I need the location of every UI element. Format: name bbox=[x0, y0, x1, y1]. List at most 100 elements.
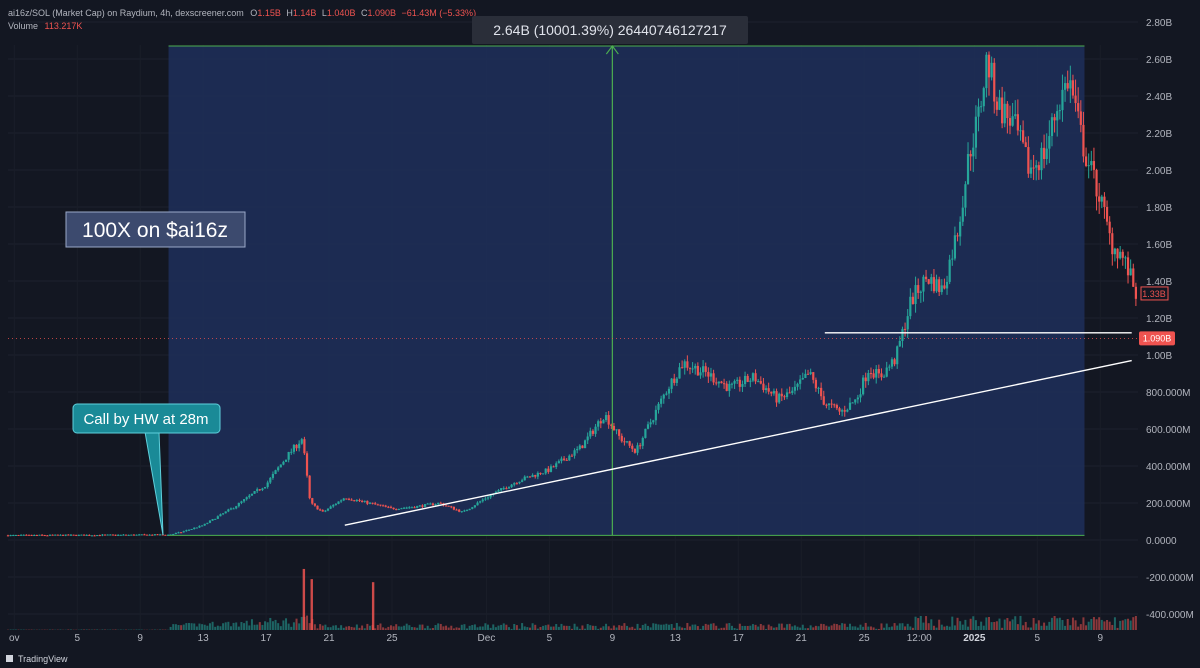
candle-body bbox=[208, 520, 212, 523]
volume-bar bbox=[502, 623, 505, 630]
x-tick-label: 12:00 bbox=[907, 633, 932, 644]
candle-body bbox=[993, 62, 996, 102]
candle-body bbox=[1121, 251, 1124, 258]
volume-bar bbox=[382, 627, 385, 630]
volume-value: 113.217K bbox=[45, 21, 83, 31]
candle bbox=[720, 380, 723, 384]
volume-bar bbox=[1061, 620, 1064, 630]
candle-body bbox=[657, 403, 660, 410]
candle bbox=[471, 506, 474, 510]
volume-bar bbox=[198, 623, 201, 630]
candle-body bbox=[85, 534, 88, 536]
candle bbox=[497, 489, 500, 492]
candle bbox=[573, 448, 576, 459]
volume-label: Volume bbox=[8, 21, 38, 31]
volume-bar bbox=[765, 628, 768, 630]
candle-body bbox=[709, 373, 713, 377]
candle-body bbox=[232, 508, 235, 510]
candle-body bbox=[644, 428, 647, 438]
candle-body bbox=[1111, 233, 1114, 255]
candle-body bbox=[851, 402, 854, 404]
volume-bar bbox=[274, 619, 277, 630]
candle bbox=[919, 290, 922, 303]
volume-bar bbox=[227, 621, 230, 630]
candle-body bbox=[14, 534, 17, 536]
volume-bar bbox=[1092, 617, 1095, 630]
candle-body bbox=[796, 383, 799, 387]
volume-bar bbox=[720, 627, 723, 630]
candle-body bbox=[324, 510, 327, 512]
candle bbox=[977, 98, 980, 132]
volume-bar bbox=[455, 627, 458, 630]
candle bbox=[691, 362, 694, 373]
volume-bar bbox=[578, 628, 581, 630]
volume-bar bbox=[1071, 617, 1074, 630]
candle bbox=[618, 429, 621, 440]
candle bbox=[896, 345, 899, 369]
candle bbox=[599, 417, 602, 429]
measure-range-box[interactable] bbox=[168, 46, 1085, 536]
candle-body bbox=[193, 527, 196, 529]
candle-body bbox=[1045, 148, 1048, 159]
volume-bar bbox=[332, 625, 335, 630]
volume-bar bbox=[340, 625, 343, 630]
candle bbox=[594, 423, 597, 437]
candle bbox=[980, 100, 983, 113]
candle bbox=[61, 534, 65, 536]
candle bbox=[190, 528, 193, 530]
volume-bar bbox=[479, 626, 482, 630]
candle-body bbox=[670, 378, 673, 389]
candle-body bbox=[439, 502, 442, 504]
candle-body bbox=[214, 518, 217, 520]
volume-bar bbox=[715, 625, 718, 630]
volume-bar bbox=[277, 623, 280, 630]
volume-bar bbox=[788, 623, 791, 630]
y-tick-label: 0.0000 bbox=[1146, 536, 1177, 547]
candle bbox=[1069, 65, 1072, 104]
volume-bar bbox=[405, 623, 408, 630]
candle-body bbox=[166, 534, 170, 536]
candle bbox=[418, 504, 421, 507]
svg-text:2.64B (10001.39%) 264407461272: 2.64B (10001.39%) 26440746127217 bbox=[493, 22, 727, 38]
candle bbox=[103, 534, 107, 536]
candle-body bbox=[799, 379, 802, 384]
candle-body bbox=[434, 504, 437, 506]
candle bbox=[930, 273, 933, 292]
volume-bar bbox=[723, 627, 726, 630]
candle bbox=[350, 498, 353, 501]
volume-bar bbox=[169, 626, 172, 630]
candle-body bbox=[479, 501, 482, 503]
volume-bar bbox=[586, 623, 589, 630]
volume-bar bbox=[699, 628, 702, 630]
candle-body bbox=[1079, 111, 1082, 125]
candle-body bbox=[562, 458, 566, 460]
candle-body bbox=[969, 153, 972, 157]
volume-bar bbox=[245, 620, 248, 630]
candle bbox=[938, 276, 941, 297]
candle bbox=[699, 367, 702, 379]
volume-bar bbox=[597, 628, 600, 630]
callout-annotation[interactable]: Call by HW at 28m bbox=[72, 403, 221, 536]
candle-body bbox=[820, 387, 823, 397]
candle-body bbox=[1090, 161, 1093, 166]
candle-body bbox=[741, 384, 744, 387]
volume-bar bbox=[271, 621, 274, 630]
volume-bar bbox=[670, 624, 673, 630]
headline-annotation[interactable]: 100X on $ai16z bbox=[65, 211, 246, 248]
volume-bar bbox=[738, 623, 741, 630]
candle-body bbox=[652, 420, 655, 423]
volume-bar bbox=[644, 623, 647, 630]
candle bbox=[1132, 263, 1135, 287]
candle-body bbox=[1082, 124, 1085, 157]
candle-body bbox=[1040, 147, 1043, 171]
volume-bar bbox=[888, 627, 891, 630]
volume-bar bbox=[235, 622, 238, 630]
volume-bar bbox=[631, 626, 634, 630]
candle-body bbox=[109, 534, 112, 536]
volume-bar bbox=[589, 625, 592, 630]
candle-body bbox=[1074, 95, 1077, 104]
candle bbox=[602, 418, 605, 424]
candle bbox=[17, 534, 20, 536]
candle bbox=[625, 441, 629, 444]
